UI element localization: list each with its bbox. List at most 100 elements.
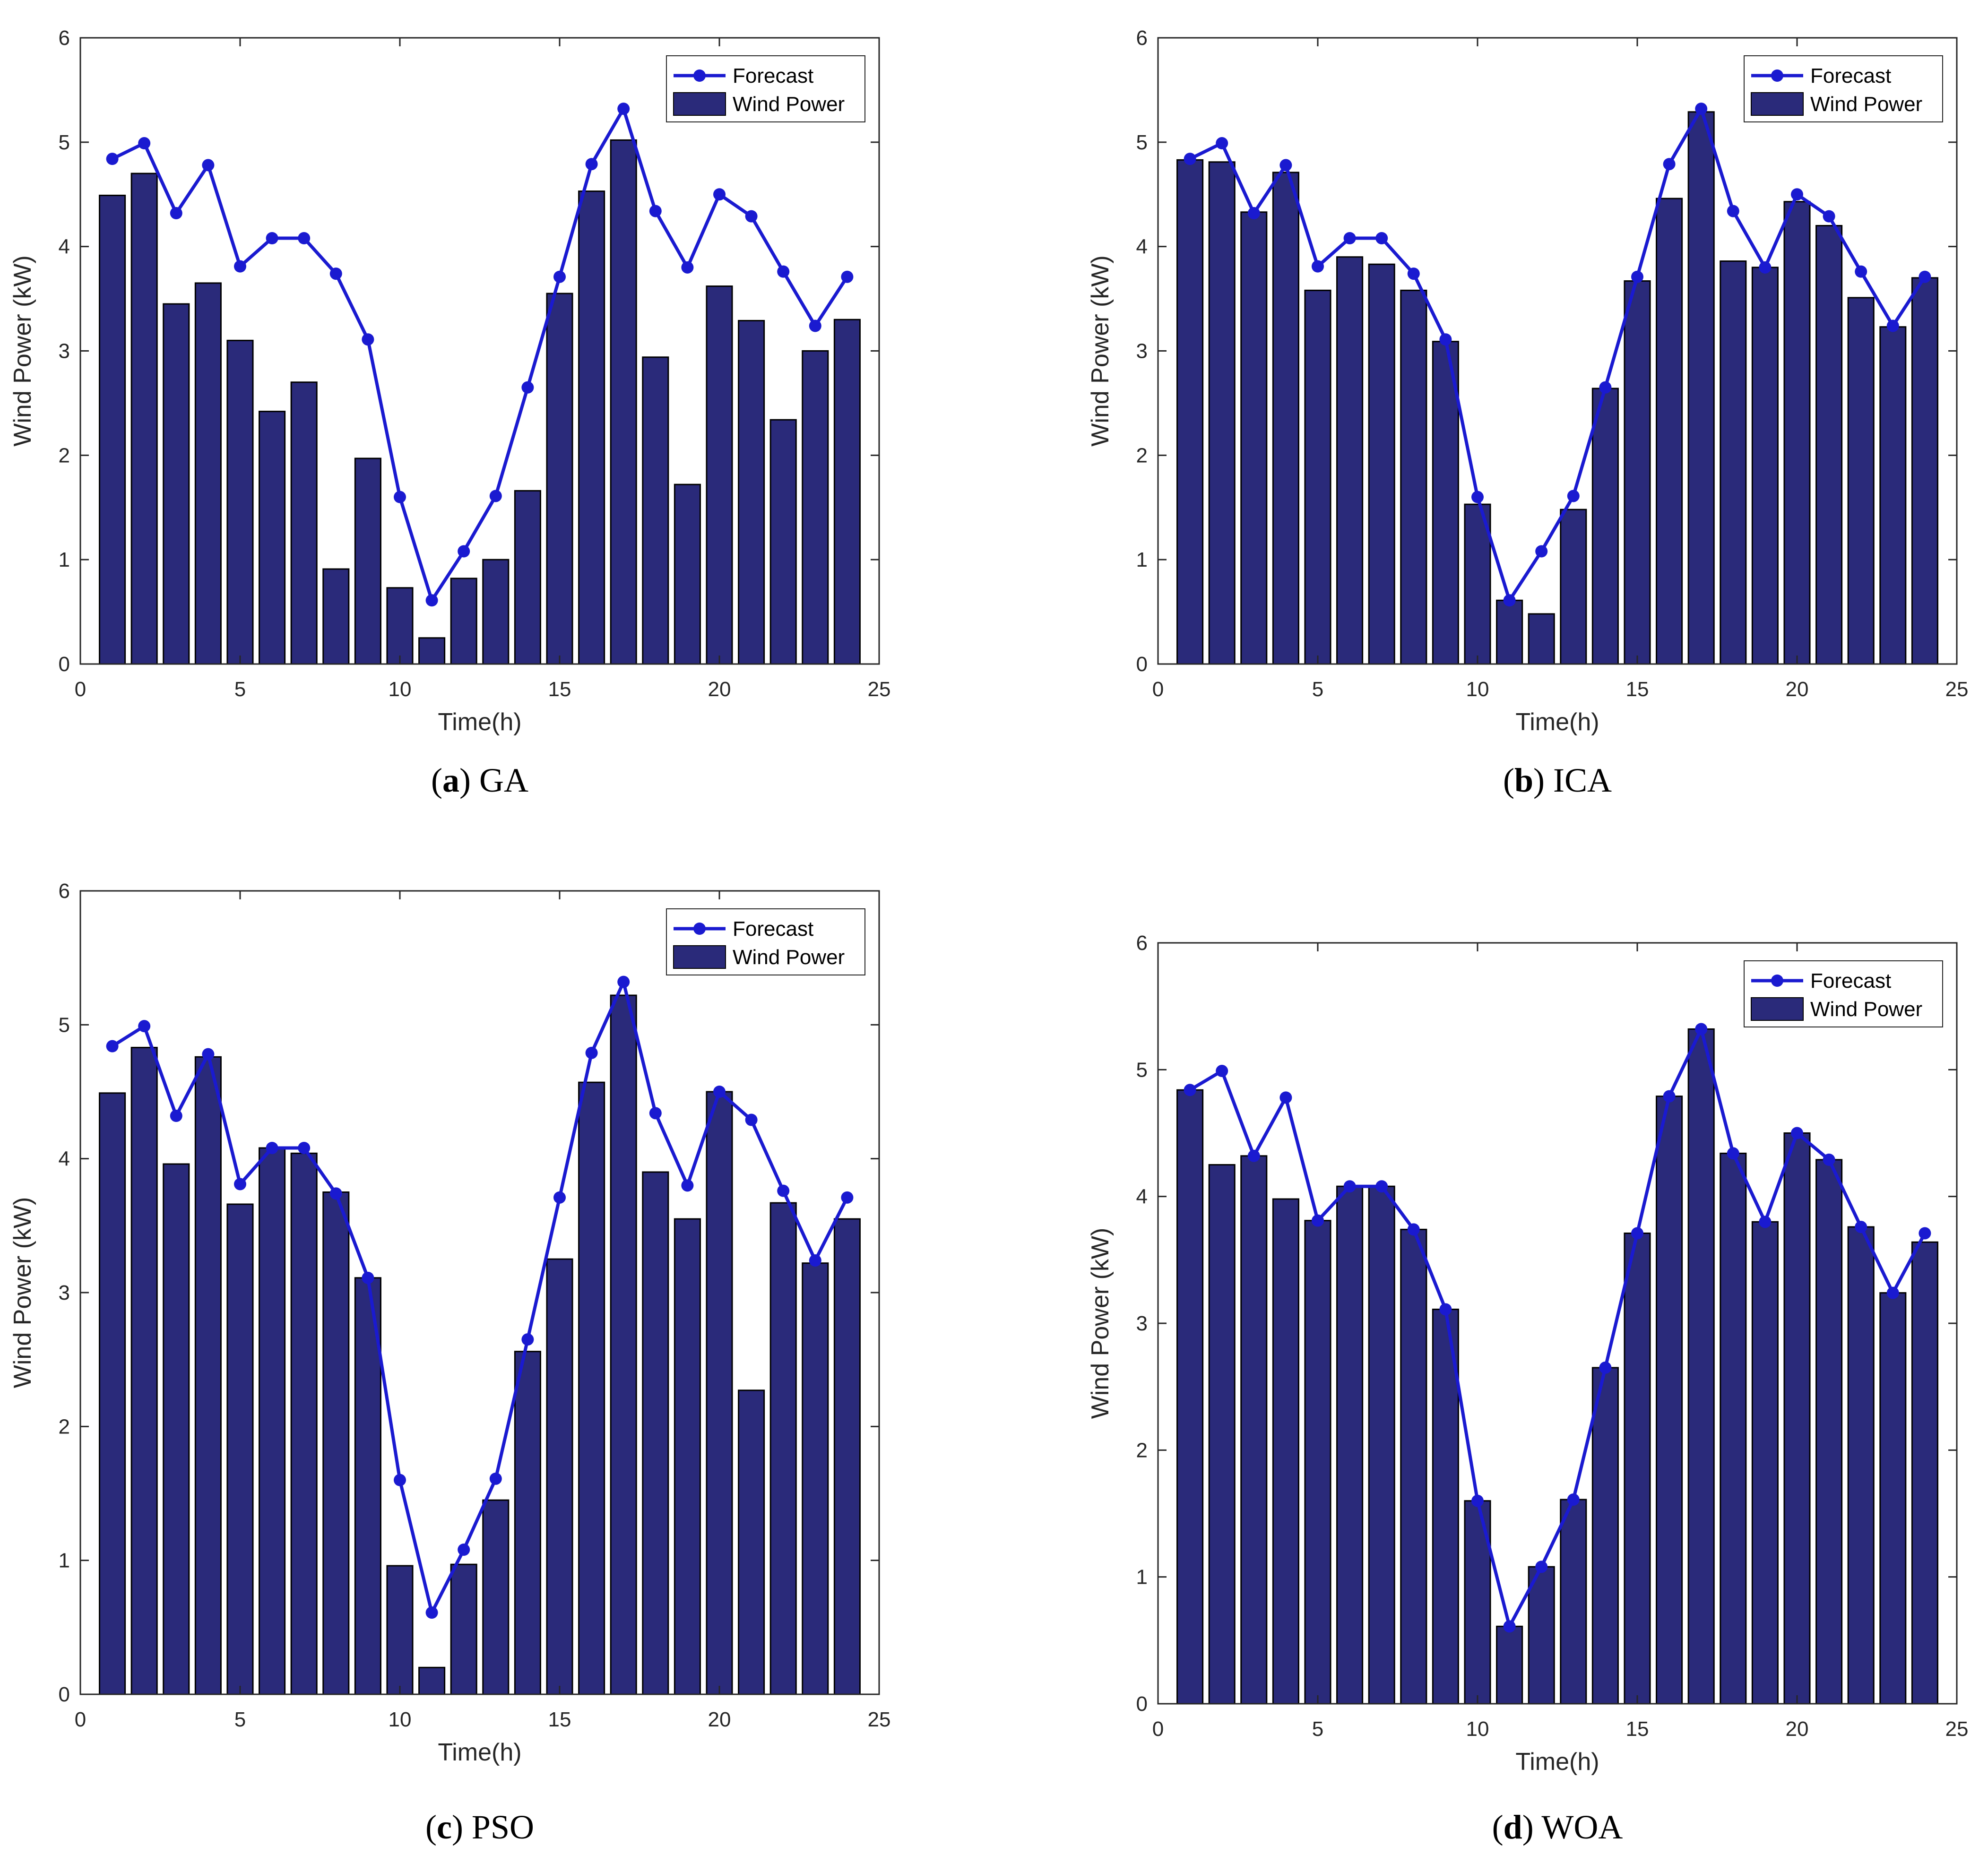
bar-hour-7: [1368, 1185, 1395, 1705]
forecast-point-hour-24: [1919, 270, 1931, 283]
bar-hour-12: [1528, 1566, 1555, 1705]
forecast-point-hour-15: [1631, 1227, 1643, 1240]
bar-hour-8: [1400, 1228, 1427, 1705]
forecast-point-hour-3: [1247, 1149, 1260, 1162]
y-tick-label: 2: [1136, 1439, 1148, 1462]
bar-hour-18: [642, 1171, 669, 1695]
bar-hour-14: [1591, 1367, 1619, 1705]
forecast-point-hour-4: [1279, 159, 1292, 172]
bar-hour-13: [482, 559, 510, 665]
y-tick-label: 4: [1136, 1185, 1148, 1208]
bar-hour-22: [1847, 1226, 1875, 1705]
bar-hour-4: [1272, 172, 1299, 665]
forecast-point-hour-5: [234, 260, 246, 273]
legend-wind-power-label: Wind Power: [733, 93, 845, 116]
forecast-point-hour-24: [841, 270, 854, 283]
x-tick-label: 5: [234, 1708, 246, 1731]
bar-hour-20: [706, 1091, 733, 1695]
forecast-point-hour-10: [394, 1474, 406, 1486]
y-tick-label: 0: [59, 1683, 70, 1706]
forecast-point-hour-2: [138, 1020, 151, 1033]
forecast-point-hour-14: [521, 381, 534, 394]
bar-hour-23: [1879, 326, 1907, 665]
legend: Forecast Wind Power: [1744, 960, 1943, 1027]
y-axis-label: Wind Power (kW): [1087, 255, 1114, 446]
legend-forecast-label: Forecast: [1810, 969, 1891, 992]
y-tick-label: 0: [59, 653, 70, 676]
forecast-point-hour-8: [329, 267, 342, 280]
y-tick-label: 2: [59, 1415, 70, 1438]
bar-hour-11: [1496, 1625, 1523, 1705]
forecast-point-hour-24: [841, 1191, 854, 1204]
bar-hour-5: [226, 1203, 254, 1695]
forecast-point-hour-22: [1855, 1221, 1867, 1234]
forecast-point-hour-13: [1567, 490, 1580, 502]
bar-hour-8: [322, 1191, 350, 1695]
forecast-point-hour-23: [1886, 319, 1899, 332]
legend-wind-power-label: Wind Power: [1810, 998, 1922, 1021]
x-tick-label: 10: [1466, 678, 1489, 701]
forecast-point-hour-8: [1407, 1223, 1420, 1236]
caption-method: WOA: [1541, 1808, 1623, 1846]
forecast-point-hour-11: [425, 594, 438, 607]
bar-hour-13: [1560, 509, 1587, 665]
bar-hour-7: [1368, 263, 1395, 665]
caption-letter: a: [442, 761, 459, 799]
bar-hour-10: [1464, 503, 1491, 665]
legend-forecast-marker: [1771, 69, 1783, 82]
bar-hour-24: [833, 319, 861, 665]
forecast-point-hour-16: [585, 158, 598, 171]
forecast-point-hour-23: [809, 1254, 821, 1267]
forecast-point-hour-20: [1791, 1127, 1803, 1139]
forecast-point-hour-9: [1439, 333, 1452, 346]
y-tick-label: 3: [59, 1281, 70, 1304]
bar-hour-4: [194, 282, 222, 665]
forecast-point-hour-6: [266, 232, 278, 244]
bar-hour-17: [1687, 1028, 1715, 1705]
x-tick-label: 5: [234, 678, 246, 701]
bar-hour-16: [578, 190, 605, 665]
y-tick-label: 6: [59, 26, 70, 50]
forecast-point-hour-21: [745, 1113, 758, 1126]
forecast-point-hour-16: [1663, 1090, 1676, 1103]
bar-hour-13: [1560, 1499, 1587, 1705]
forecast-point-hour-18: [649, 205, 662, 217]
x-tick-label: 25: [868, 1708, 891, 1731]
bar-hour-23: [802, 350, 829, 665]
forecast-point-hour-17: [617, 103, 630, 115]
bar-hour-18: [642, 356, 669, 665]
forecast-point-hour-2: [1216, 1065, 1228, 1078]
forecast-point-hour-6: [1343, 1180, 1356, 1193]
forecast-point-hour-9: [1439, 1303, 1452, 1316]
y-tick-label: 6: [1136, 932, 1148, 955]
bar-hour-24: [833, 1218, 861, 1695]
x-axis-label: Time(h): [438, 708, 521, 736]
legend-wind-power-swatch: [673, 945, 726, 969]
forecast-point-hour-23: [809, 319, 821, 332]
x-tick-label: 10: [1466, 1717, 1489, 1741]
forecast-point-hour-20: [1791, 188, 1803, 201]
forecast-point-hour-19: [681, 1179, 694, 1192]
forecast-point-hour-17: [1695, 1023, 1708, 1035]
legend-wind-power-label: Wind Power: [1810, 93, 1922, 116]
x-tick-label: 25: [1945, 678, 1969, 701]
forecast-point-hour-2: [1216, 137, 1228, 150]
x-tick-label: 15: [1626, 1717, 1649, 1741]
bar-hour-23: [802, 1262, 829, 1695]
y-tick-label: 4: [1136, 235, 1148, 259]
x-axis-label: Time(h): [1515, 708, 1599, 736]
forecast-point-hour-7: [1375, 232, 1388, 244]
x-tick-label: 5: [1312, 678, 1323, 701]
bar-hour-13: [482, 1499, 510, 1695]
forecast-point-hour-1: [106, 153, 119, 165]
bar-hour-4: [1272, 1198, 1299, 1705]
legend-forecast-label: Forecast: [733, 917, 813, 940]
forecast-point-hour-5: [1312, 1214, 1324, 1227]
forecast-point-hour-16: [585, 1046, 598, 1059]
bar-hour-17: [1687, 111, 1715, 665]
forecast-point-hour-12: [458, 1544, 470, 1556]
panel-caption: (b) ICA: [1503, 761, 1612, 799]
bar-hour-6: [1336, 1185, 1364, 1705]
forecast-point-hour-18: [1727, 1147, 1739, 1160]
legend: Forecast Wind Power: [666, 908, 865, 975]
